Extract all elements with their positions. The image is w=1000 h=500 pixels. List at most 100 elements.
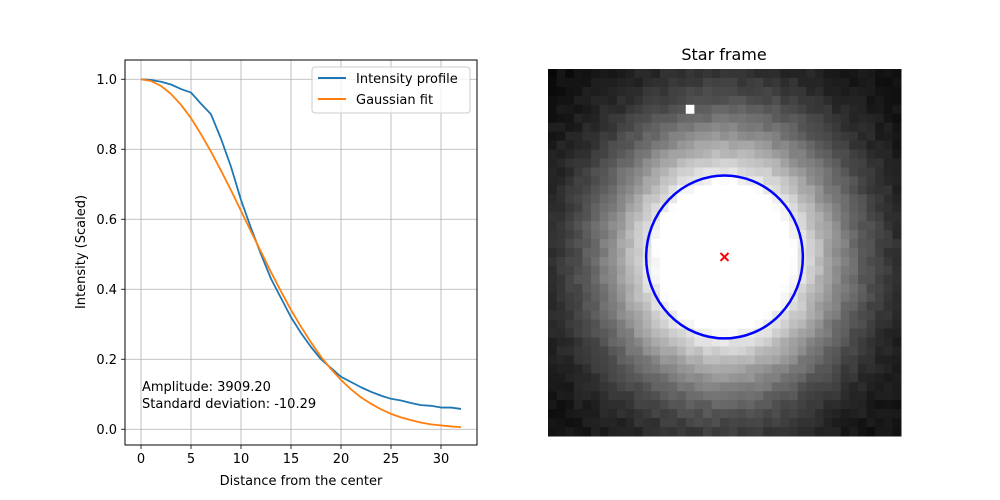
heatmap-cell xyxy=(728,427,738,437)
heatmap-cell xyxy=(591,158,601,168)
heatmap-cell xyxy=(754,400,764,410)
heatmap-cell xyxy=(616,346,626,356)
heatmap-cell xyxy=(780,391,790,401)
heatmap-cell xyxy=(573,256,583,267)
heatmap-cell xyxy=(711,194,721,204)
heatmap-cell xyxy=(582,265,592,276)
heatmap-cell xyxy=(857,256,868,267)
heatmap-cell xyxy=(608,256,618,267)
heatmap-cell xyxy=(771,69,781,79)
heatmap-cell xyxy=(711,221,721,231)
heatmap-cell xyxy=(625,158,635,168)
heatmap-cell xyxy=(763,140,773,151)
heatmap-cell xyxy=(599,364,609,374)
heatmap-cell xyxy=(806,391,816,401)
heatmap-cell xyxy=(840,274,850,285)
heatmap-cell xyxy=(823,69,833,79)
heatmap-cell xyxy=(599,248,609,258)
heatmap-cell xyxy=(608,69,618,79)
heatmap-cell xyxy=(694,158,704,168)
heatmap-cell xyxy=(694,355,704,365)
heatmap-cell xyxy=(789,77,799,88)
heatmap-cell xyxy=(548,265,558,276)
heatmap-cell xyxy=(883,355,893,365)
heatmap-cell xyxy=(685,77,695,88)
heatmap-cell xyxy=(892,337,902,347)
heatmap-cell xyxy=(548,328,558,339)
heatmap-cell xyxy=(763,86,773,97)
heatmap-cell xyxy=(582,248,592,258)
heatmap-cell xyxy=(642,328,652,339)
heatmap-cell xyxy=(702,346,713,356)
heatmap-cell xyxy=(599,328,609,339)
heatmap-cell xyxy=(737,239,747,249)
heatmap-cell xyxy=(668,292,678,303)
heatmap-cell xyxy=(634,391,644,401)
heatmap-cell xyxy=(832,104,842,115)
heatmap-cell xyxy=(625,149,635,160)
heatmap-cell xyxy=(642,373,652,383)
heatmap-cell xyxy=(780,382,790,392)
heatmap-cell xyxy=(599,382,609,392)
heatmap-cell xyxy=(832,194,842,204)
heatmap-cell xyxy=(806,274,816,285)
heatmap-cell xyxy=(875,382,885,392)
heatmap-cell xyxy=(797,427,807,437)
heatmap-cell xyxy=(720,95,730,106)
heatmap-cell xyxy=(849,328,859,339)
heatmap-cell xyxy=(840,256,850,267)
heatmap-cell xyxy=(754,409,764,419)
heatmap-cell xyxy=(892,319,902,330)
heatmap-cell xyxy=(556,382,566,392)
heatmap-cell xyxy=(616,86,626,97)
heatmap-cell xyxy=(892,104,902,115)
heatmap-cell xyxy=(694,319,704,330)
heatmap-cell xyxy=(823,373,833,383)
x-tick-label: 15 xyxy=(283,452,300,467)
heatmap-cell xyxy=(625,301,635,312)
heatmap-cell xyxy=(642,86,652,97)
heatmap-cell xyxy=(780,86,790,97)
heatmap-cell xyxy=(789,409,799,419)
heatmap-cell xyxy=(883,239,893,249)
heatmap-cell xyxy=(771,364,781,374)
heatmap-cell xyxy=(866,113,876,124)
heatmap-cell xyxy=(642,230,652,240)
heatmap-cell xyxy=(866,239,876,249)
heatmap-cell xyxy=(737,86,747,97)
heatmap-cell xyxy=(771,104,781,115)
heatmap-cell xyxy=(892,158,902,168)
heatmap-cell xyxy=(780,194,790,204)
heatmap-cell xyxy=(677,95,687,106)
heatmap-cell xyxy=(711,319,721,330)
heatmap-cell xyxy=(806,301,816,312)
heatmap-cell xyxy=(642,158,652,168)
heatmap-cell xyxy=(599,203,609,213)
heatmap-cell xyxy=(806,149,816,160)
heatmap-cell xyxy=(746,346,756,356)
heatmap-cell xyxy=(591,239,601,249)
heatmap-cell xyxy=(763,292,773,303)
heatmap-cell xyxy=(616,239,626,249)
heatmap-cell xyxy=(737,131,747,142)
heatmap-cell xyxy=(737,248,747,258)
heatmap-cell xyxy=(591,337,601,347)
heatmap-cell xyxy=(634,328,644,339)
heatmap-cell xyxy=(849,418,859,428)
heatmap-cell xyxy=(685,400,695,410)
heatmap-cell xyxy=(616,319,626,330)
heatmap-cell xyxy=(720,140,730,151)
heatmap-cell xyxy=(677,239,687,249)
heatmap-cell xyxy=(548,310,558,321)
heatmap-cell xyxy=(659,185,670,195)
heatmap-cell xyxy=(634,256,644,267)
heatmap-cell xyxy=(720,212,730,222)
heatmap-cell xyxy=(616,221,626,231)
heatmap-cell xyxy=(883,194,893,204)
heatmap-cell xyxy=(866,167,876,177)
heatmap-cell xyxy=(556,158,566,168)
heatmap-cell xyxy=(599,149,609,160)
heatmap-cell xyxy=(694,185,704,195)
heatmap-cell xyxy=(832,274,842,285)
